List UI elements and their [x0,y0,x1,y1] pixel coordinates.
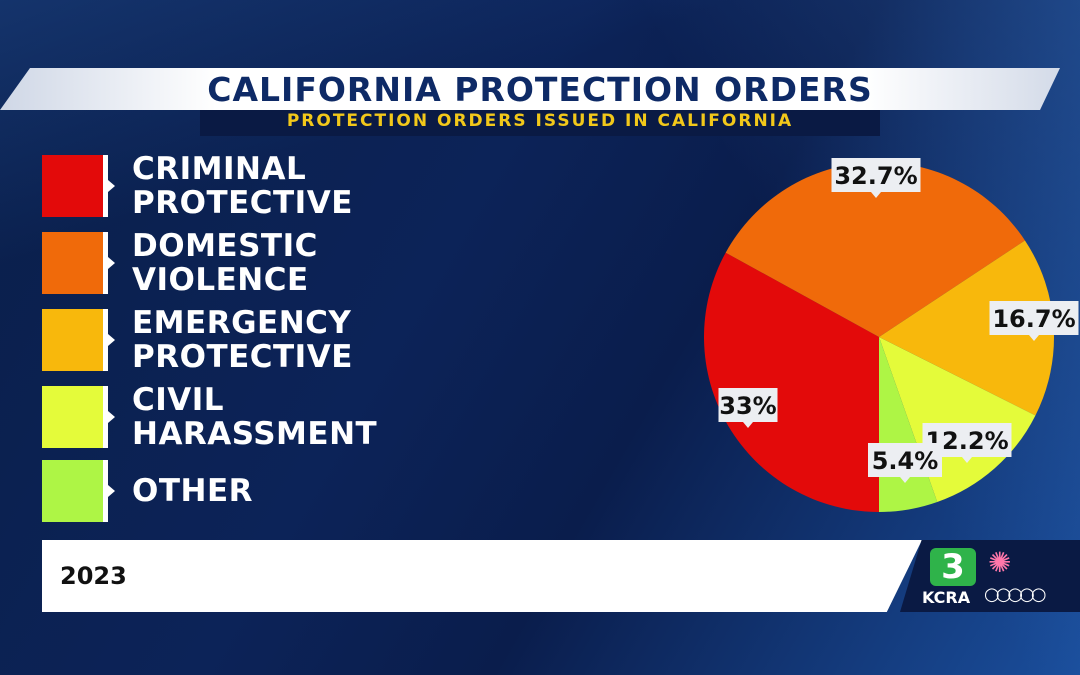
legend-swatch [42,309,115,371]
data-label-box [718,388,778,422]
date-bar: 2023 [42,540,922,612]
legend-label: CRIMINAL PROTECTIVE [132,151,353,221]
data-label: 16.7% [989,301,1079,341]
legend-label: OTHER [132,473,253,509]
legend-swatch [42,386,115,448]
data-label-text: 33% [719,392,776,420]
legend-label: EMERGENCY PROTECTIVE [132,305,353,375]
legend-swatch [42,155,115,217]
data-label: 32.7% [831,158,921,198]
data-label-pointer [1029,335,1039,341]
data-label: 33% [718,388,778,428]
logo-text: KCRA [922,588,971,607]
data-label-box [868,443,942,477]
logo-number: 3 [930,548,976,586]
pie-slice [879,240,1054,416]
legend-label: CIVIL HARASSMENT [132,382,378,452]
legend-label: DOMESTIC VIOLENCE [132,228,318,298]
legend-item: CRIMINAL PROTECTIVE [42,152,353,220]
legend-swatch [42,232,115,294]
subtitle-band [200,110,880,136]
legend-item: EMERGENCY PROTECTIVE [42,306,353,374]
data-label-box [831,158,921,192]
data-label-box [989,301,1079,335]
data-label-pointer [900,477,910,483]
data-label-pointer [743,422,753,428]
data-label: 12.2% [922,423,1012,463]
legend-item: CIVIL HARASSMENT [42,383,377,451]
peacock-icon: ✺ [988,546,1012,579]
pie-slice [703,252,879,512]
legend-item: DOMESTIC VIOLENCE [42,229,318,297]
kcra-logo: 3 KCRA ✺ ○○○○○ [900,540,1080,612]
pie-slice [879,337,1036,503]
data-label-pointer [871,192,881,198]
data-label-text: 16.7% [992,305,1075,333]
chart-subtitle: PROTECTION ORDERS ISSUED IN CALIFORNIA [286,111,794,131]
olympic-rings-icon: ○○○○○ [984,584,1046,605]
title-bar: CALIFORNIA PROTECTION ORDERS [0,68,1060,110]
pie-slice [725,161,1025,337]
data-label-text: 5.4% [872,447,939,475]
legend-swatch [42,460,115,522]
data-label-text: 32.7% [834,162,917,190]
chart-title: CALIFORNIA PROTECTION ORDERS [207,69,873,109]
data-label: 5.4% [868,443,942,483]
date-label: 2023 [60,562,127,590]
legend-item: OTHER [42,460,253,522]
data-label-pointer [962,457,972,463]
